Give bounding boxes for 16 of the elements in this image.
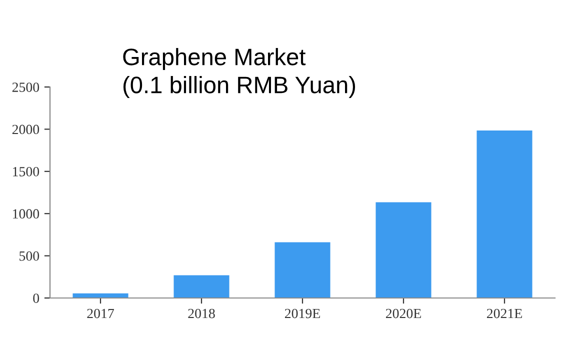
y-tick-label: 2500 — [12, 82, 40, 92]
x-tick-label: 2019E — [284, 308, 320, 318]
bar — [376, 202, 432, 298]
bar — [174, 275, 230, 298]
y-tick-label: 1000 — [13, 209, 40, 219]
y-tick-label: 0 — [33, 294, 40, 303]
bar — [476, 130, 532, 298]
x-tick-label: 2018 — [188, 308, 215, 318]
x-tick-label: 2020E — [386, 308, 421, 318]
y-tick-label: 1500 — [13, 166, 40, 176]
x-tick-label: 2017 — [87, 308, 114, 318]
x-tick-label: 2021E — [486, 308, 522, 318]
y-tick-label: 2000 — [12, 124, 40, 134]
y-tick-label: 500 — [20, 251, 40, 261]
chart-title: Graphene Market (0.1 billion RMB Yuan) — [123, 48, 356, 98]
bar — [274, 242, 330, 298]
